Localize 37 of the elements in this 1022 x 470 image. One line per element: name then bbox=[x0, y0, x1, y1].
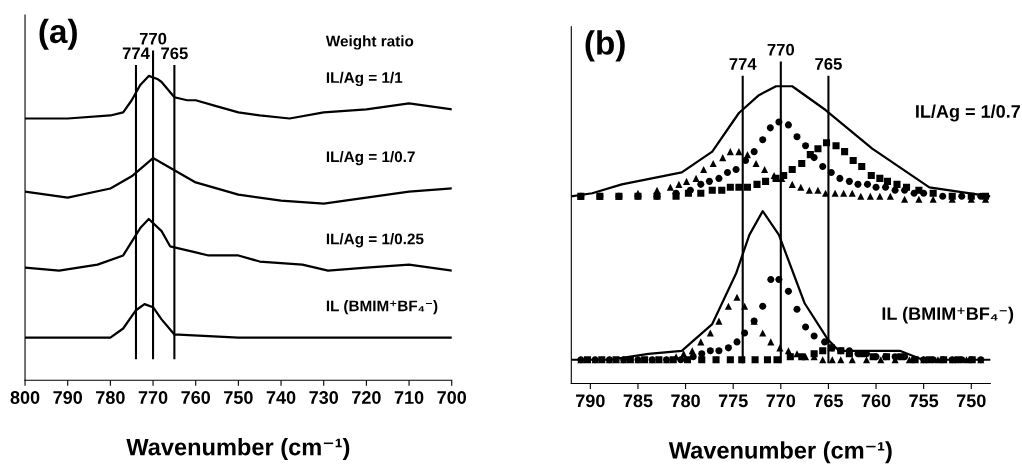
x-tick-label: 710 bbox=[394, 391, 424, 404]
ref-line-label: 765 bbox=[161, 47, 188, 60]
x-tick-label: 720 bbox=[352, 391, 381, 404]
x-axis-title: Wavenumber (cm⁻¹) bbox=[126, 438, 350, 461]
chart-title: (a) bbox=[39, 18, 77, 50]
x-tick-label: 790 bbox=[53, 391, 83, 404]
x-tick-label: 775 bbox=[718, 394, 748, 408]
series-label: IL (BMIM⁺BF₄⁻) bbox=[326, 300, 438, 315]
x-tick-label: 760 bbox=[861, 394, 891, 408]
x-tick-label: 740 bbox=[266, 391, 296, 404]
series-label: IL/Ag = 1/1 bbox=[326, 71, 403, 87]
ref-line-label: 770 bbox=[767, 43, 795, 56]
x-tick-label: 785 bbox=[623, 394, 653, 408]
x-tick-label: 780 bbox=[671, 394, 700, 408]
x-tick-label: 780 bbox=[96, 391, 125, 404]
x-tick-label: 700 bbox=[437, 391, 467, 404]
x-tick-label: 755 bbox=[909, 394, 939, 408]
x-tick-label: 730 bbox=[309, 391, 339, 404]
ref-line-label: 774 bbox=[122, 47, 150, 60]
text: Weight ratio bbox=[325, 35, 414, 50]
x-tick-label: 770 bbox=[766, 394, 796, 408]
x-tick-label: 770 bbox=[138, 391, 168, 404]
series-label: IL/Ag = 1/0.7 bbox=[326, 150, 415, 166]
x-tick-label: 800 bbox=[10, 391, 40, 404]
series-label: IL/Ag = 1/0.25 bbox=[326, 233, 424, 248]
x-tick-label: 750 bbox=[956, 394, 986, 408]
x-tick-label: 765 bbox=[814, 394, 843, 408]
x-axis-title: Wavenumber (cm⁻¹) bbox=[668, 441, 892, 464]
ref-line-label: 765 bbox=[815, 58, 842, 70]
x-tick-label: 750 bbox=[224, 391, 253, 404]
x-tick-label: 790 bbox=[576, 394, 605, 408]
ref-line-label: 770 bbox=[139, 32, 167, 45]
annotation: IL (BMIM⁺BF₄⁻) bbox=[882, 306, 1014, 324]
annotation: IL/Ag = 1/0.7 bbox=[916, 104, 1020, 122]
ref-line-label: 774 bbox=[729, 58, 757, 70]
x-tick-label: 760 bbox=[181, 391, 211, 404]
chart-title: (b) bbox=[585, 30, 625, 62]
